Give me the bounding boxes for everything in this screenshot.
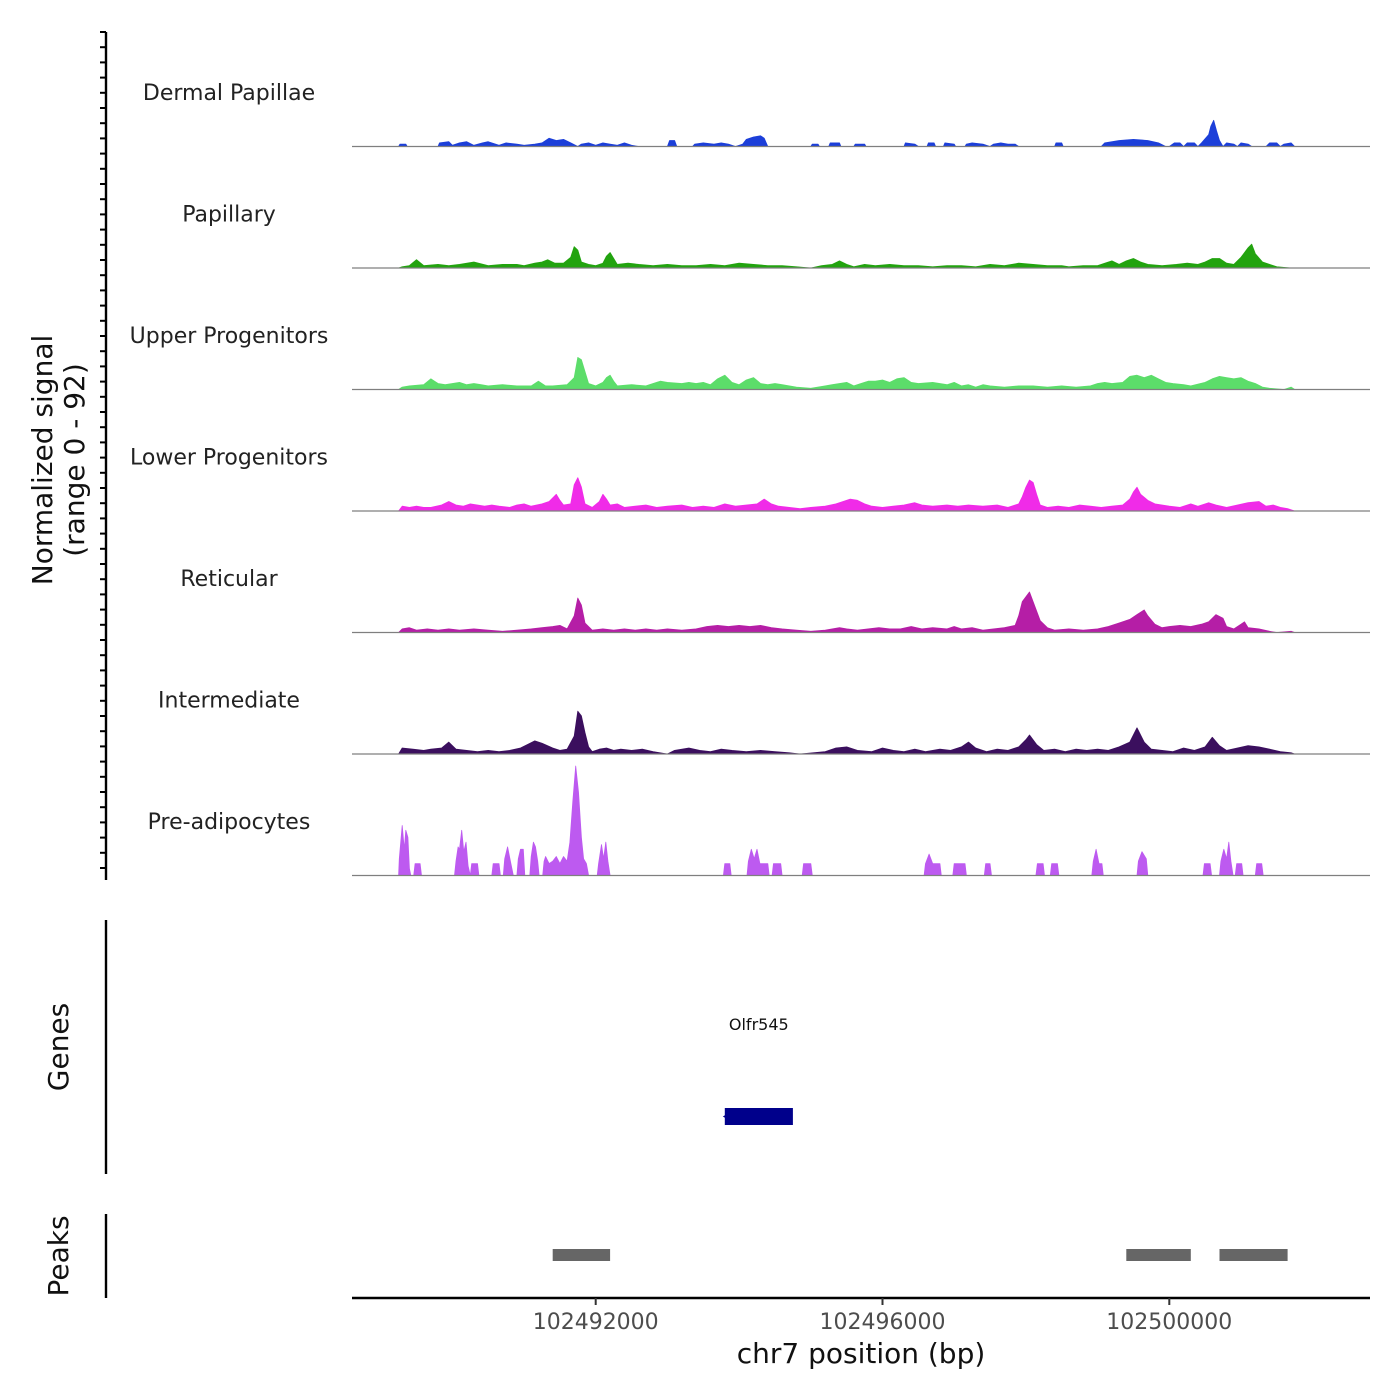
signal-area	[398, 477, 1296, 512]
y-axis-title-line2: (range 0 - 92)	[58, 363, 91, 557]
peak-bar	[1219, 1249, 1288, 1261]
signal-area	[398, 243, 1292, 269]
peak-bar	[552, 1249, 611, 1261]
coverage-y-axis-ticks	[100, 31, 106, 869]
x-tick-label: 102500000	[1106, 1310, 1232, 1335]
coverage-tracks: Dermal Papillae Papillary Upper Progenitor…	[130, 81, 1370, 877]
signal-area	[398, 591, 1296, 633]
track-label: Pre-adipocytes	[148, 810, 311, 835]
signal-area	[398, 357, 1296, 390]
track-label: Upper Progenitors	[130, 324, 329, 349]
strand-arrow	[722, 1112, 731, 1121]
peak-bar	[1126, 1249, 1191, 1261]
gene-label: Olfr545	[729, 1015, 789, 1034]
track-label: Reticular	[180, 567, 278, 592]
track-label: Dermal Papillae	[143, 81, 315, 106]
x-tick-label: 102496000	[820, 1310, 946, 1335]
y-axis-title-line1: Normalized signal	[26, 335, 59, 586]
track-pre-adipocytes: Pre-adipocytes	[148, 765, 1370, 877]
genes-panel-label: Genes	[42, 1003, 75, 1091]
signal-area	[398, 765, 1264, 876]
gene-body	[724, 1108, 793, 1125]
signal-area	[398, 119, 1296, 147]
x-axis-ticks: 102492000 102496000 102500000	[533, 1298, 1232, 1335]
track-label: Lower Progenitors	[130, 446, 328, 471]
peaks-panel-label: Peaks	[42, 1215, 75, 1296]
x-tick-label: 102492000	[533, 1310, 659, 1335]
track-label: Intermediate	[158, 689, 300, 714]
genes-track: Olfr545	[722, 1015, 793, 1125]
signal-area	[398, 710, 1296, 755]
track-label: Papillary	[182, 203, 276, 228]
track-lower-progenitors: Lower Progenitors	[130, 446, 1370, 512]
peaks-track	[552, 1249, 1288, 1261]
track-upper-progenitors: Upper Progenitors	[130, 324, 1370, 391]
track-reticular: Reticular	[180, 567, 1370, 634]
x-axis-title: chr7 position (bp)	[737, 1337, 986, 1370]
track-intermediate: Intermediate	[158, 689, 1370, 755]
track-papillary: Papillary	[182, 203, 1370, 269]
track-dermal-papillae: Dermal Papillae	[143, 81, 1370, 148]
gene-olfr545: Olfr545	[722, 1015, 793, 1125]
